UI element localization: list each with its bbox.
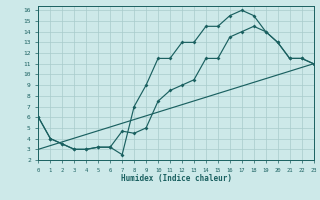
X-axis label: Humidex (Indice chaleur): Humidex (Indice chaleur): [121, 174, 231, 183]
